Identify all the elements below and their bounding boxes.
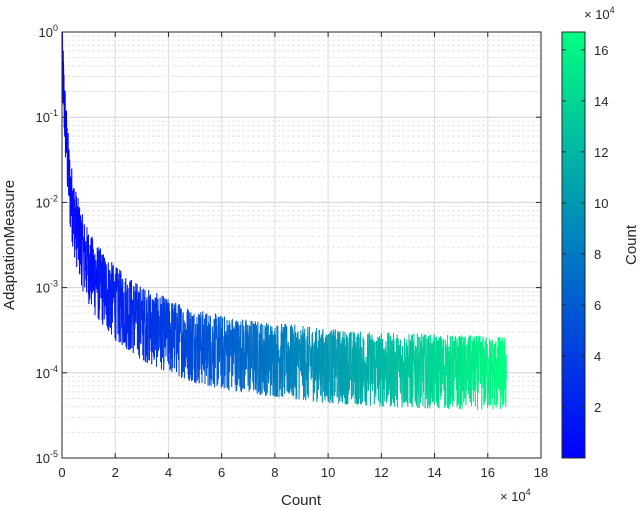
x-tick-label: 4 (165, 465, 172, 480)
x-tick-label: 18 (534, 465, 548, 480)
x-tick-label: 2 (112, 465, 119, 480)
colorbar-ticks: 2 4 6 8 10 12 14 16 (562, 43, 608, 415)
x-tick-label: 6 (218, 465, 225, 480)
colorbar-tick-label: 14 (594, 94, 608, 109)
axis-ticks: 0 2 4 6 8 10 12 14 16 18 100 10-1 10-2 10-3 10-4 10-5 (36, 23, 549, 480)
axes-box (61, 31, 542, 459)
colorbar-label: Count (623, 224, 640, 265)
y-tick-label: 10-4 (36, 364, 58, 381)
x-axis-label: Count (281, 492, 322, 509)
x-axis-multiplier: × 104 (500, 487, 531, 504)
x-tick-label: 0 (58, 465, 65, 480)
y-tick-label: 10-5 (36, 449, 58, 466)
colorbar-tick-label: 2 (594, 400, 601, 415)
grid (62, 32, 541, 458)
data-series (61, 31, 507, 410)
x-tick-label: 10 (321, 465, 335, 480)
y-tick-label: 100 (39, 23, 58, 40)
colorbar: 2 4 6 8 10 12 14 16 × 104 Count (561, 5, 640, 459)
x-tick-label: 8 (271, 465, 278, 480)
y-tick-label: 10-2 (36, 193, 58, 210)
colorbar-multiplier: × 104 (584, 5, 615, 22)
colorbar-tick-label: 10 (594, 196, 608, 211)
colorbar-tick-label: 6 (594, 298, 601, 313)
y-tick-label: 10-1 (36, 108, 58, 125)
x-tick-label: 14 (427, 465, 441, 480)
colorbar-tick-label: 4 (594, 349, 601, 364)
y-tick-label: 10-3 (36, 279, 58, 296)
colorbar-tick-label: 8 (594, 247, 601, 262)
colorbar-tick-label: 16 (594, 43, 608, 58)
x-tick-label: 12 (374, 465, 388, 480)
x-tick-label: 16 (481, 465, 495, 480)
y-axis-label: AdaptationMeasure (1, 180, 18, 310)
colorbar-tick-label: 12 (594, 145, 608, 160)
colorbar-gradient (561, 31, 586, 459)
